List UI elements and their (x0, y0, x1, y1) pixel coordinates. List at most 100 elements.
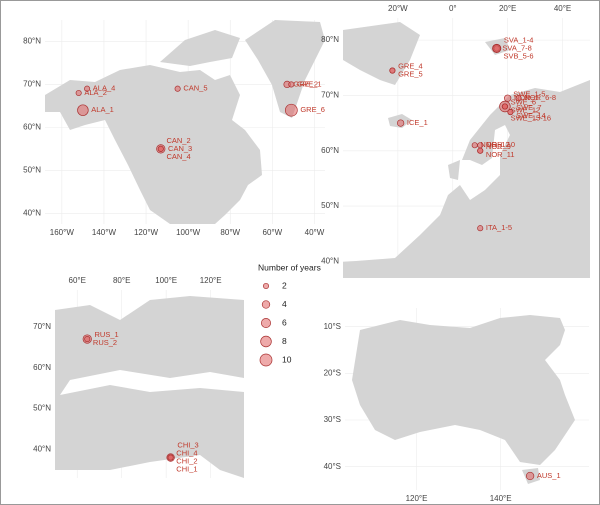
site-label: AUS_1 (537, 471, 561, 480)
site-label: SWE_7 (516, 103, 541, 112)
site-point (501, 103, 508, 110)
site-point (84, 85, 91, 92)
y-tick-label: 40°N (23, 208, 41, 217)
y-tick-label: 60°N (23, 122, 41, 131)
site-label: CAN_2 (166, 136, 190, 145)
site-point (174, 85, 181, 92)
legend-label: 8 (282, 336, 287, 346)
site-point (515, 95, 522, 102)
site-point (157, 145, 164, 152)
site-label: GRE_5 (398, 70, 423, 79)
site-label: SVB_5-6 (503, 51, 533, 60)
site-point (75, 89, 82, 97)
site-label: GRE_1 (297, 79, 322, 88)
site-label: CAN_3 (168, 144, 192, 153)
site-point (477, 147, 484, 154)
x-tick-label: 40°E (554, 4, 571, 13)
site-label: GRE_2 (293, 79, 318, 88)
y-tick-label: 40°S (324, 462, 341, 471)
site-label: ALA_2 (84, 88, 107, 97)
x-tick-label: 80°E (113, 276, 130, 285)
land-russia (55, 296, 244, 478)
site-label: SWE_15-16 (511, 113, 551, 122)
site-label: NOR_1 (514, 93, 539, 102)
x-tick-label: 60°E (69, 276, 86, 285)
y-tick-label: 70°N (33, 322, 51, 331)
site-point (477, 225, 484, 232)
site-point (477, 142, 484, 149)
y-tick-label: 60°N (321, 146, 339, 155)
site-point (525, 471, 535, 481)
y-tick-label: 40°N (33, 445, 51, 454)
legend-symbol (261, 300, 271, 309)
x-tick-label: 80°W (220, 228, 240, 237)
legend-label: 2 (282, 280, 287, 290)
site-label: SWE_6 (511, 97, 536, 106)
site-label: CAN_4 (166, 152, 190, 161)
y-tick-label: 50°N (321, 201, 339, 210)
x-tick-label: 60°W (263, 228, 283, 237)
y-tick-label: 70°N (321, 91, 339, 100)
x-tick-label: 140°W (92, 228, 117, 237)
land-europe (343, 22, 590, 278)
site-point (389, 67, 396, 74)
site-label: ITA_1-5 (486, 223, 512, 232)
site-label: NOR_9 (486, 142, 511, 151)
site-point (77, 104, 89, 116)
site-point (288, 81, 295, 88)
y-tick-label: 50°N (33, 404, 51, 413)
x-tick-label: 20°W (388, 4, 408, 13)
legend-title: Number of years (258, 262, 321, 272)
x-tick-label: 20°E (499, 4, 516, 13)
site-point (396, 119, 405, 127)
x-tick-label: 100°E (155, 276, 177, 285)
x-tick-label: 120°W (134, 228, 159, 237)
x-tick-label: 0° (449, 4, 457, 13)
site-point (492, 44, 501, 53)
x-tick-label: 120°E (406, 494, 428, 503)
site-label: GRE_6 (300, 105, 325, 114)
site-label: NOR_6-8 (524, 93, 556, 102)
site-label: CHI_4 (176, 449, 197, 458)
site-label: NOR_12 (480, 140, 509, 149)
y-tick-label: 60°N (33, 363, 51, 372)
land-north-america (45, 20, 325, 224)
legend-label: 4 (282, 299, 287, 309)
legend-symbol (259, 353, 273, 367)
site-label: CHI_1 (176, 465, 197, 474)
legend-symbol (260, 335, 272, 348)
y-tick-label: 50°N (23, 165, 41, 174)
site-label: SVA_1-4 (504, 35, 533, 44)
site-label: SWE_14 (516, 111, 546, 120)
legend-symbol (260, 317, 272, 329)
y-tick-label: 70°N (23, 80, 41, 89)
y-tick-label: 10°S (324, 322, 341, 331)
y-tick-label: 80°N (321, 35, 339, 44)
site-label: ALA_1 (91, 105, 114, 114)
site-label: CAN_5 (183, 84, 207, 93)
x-tick-label: 40°W (305, 228, 325, 237)
site-point (471, 142, 478, 149)
site-label: NOR_10 (486, 140, 515, 149)
site-label: CHI_3 (177, 441, 198, 450)
x-tick-label: 120°E (200, 276, 222, 285)
site-point (284, 103, 298, 117)
site-label: SWE_12 (511, 105, 541, 114)
site-label: SWE_1-5 (513, 89, 545, 98)
site-point (84, 336, 91, 343)
x-tick-label: 140°E (490, 494, 512, 503)
site-label: RUS_1 (94, 330, 118, 339)
y-tick-label: 40°N (321, 257, 339, 266)
legend-symbol (262, 282, 270, 290)
site-point (167, 454, 174, 461)
site-label: ICE_1 (407, 118, 428, 127)
y-tick-label: 20°S (324, 368, 341, 377)
site-label: SVA_7-8 (502, 43, 531, 52)
x-tick-label: 100°W (176, 228, 201, 237)
site-label: ALA_4 (93, 84, 116, 93)
legend-label: 6 (282, 317, 287, 327)
y-tick-label: 30°S (324, 415, 341, 424)
site-point (507, 109, 514, 116)
